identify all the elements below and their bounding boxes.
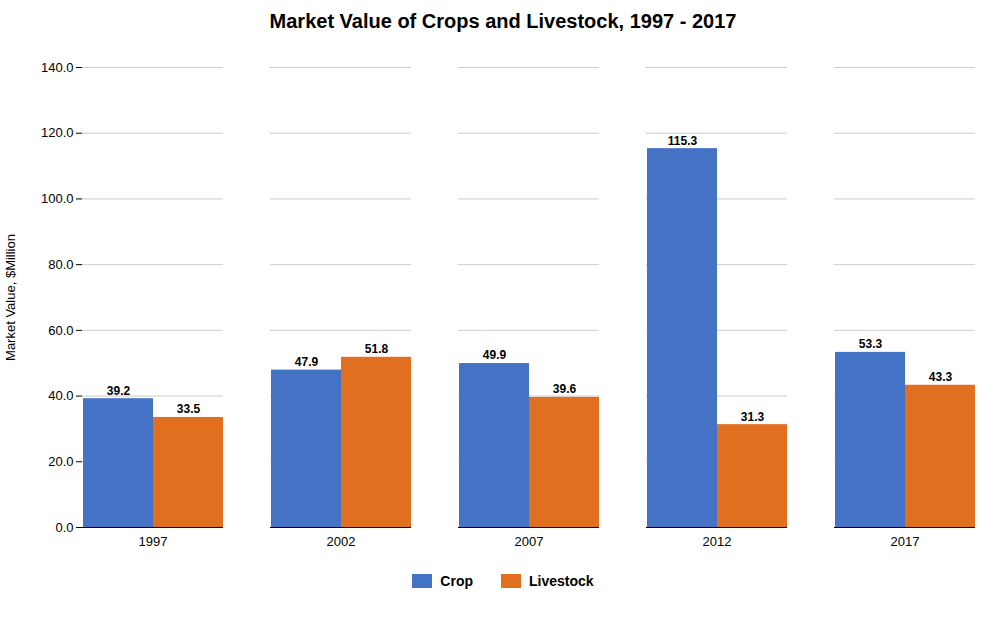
svg-text:49.9: 49.9 xyxy=(483,348,507,362)
svg-text:2012: 2012 xyxy=(703,534,732,549)
svg-text:100.0: 100.0 xyxy=(41,191,74,206)
svg-text:33.5: 33.5 xyxy=(177,402,201,416)
svg-text:51.8: 51.8 xyxy=(365,342,389,356)
svg-text:60.0: 60.0 xyxy=(48,323,73,338)
html-text:Market Value of Crops and Live: Market Value of Crops and Livestock, 199… xyxy=(269,10,737,32)
svg-text:1997: 1997 xyxy=(139,534,168,549)
svg-text:80.0: 80.0 xyxy=(48,257,73,272)
svg-text:Market Value, $Million: Market Value, $Million xyxy=(3,234,18,361)
svg-text:40.0: 40.0 xyxy=(48,388,73,403)
svg-text:2017: 2017 xyxy=(891,534,920,549)
svg-text:20.0: 20.0 xyxy=(48,454,73,469)
svg-text:2007: 2007 xyxy=(515,534,544,549)
svg-text:47.9: 47.9 xyxy=(295,355,319,369)
svg-text:31.3: 31.3 xyxy=(741,409,765,423)
svg-text:53.3: 53.3 xyxy=(859,337,883,351)
svg-text:115.3: 115.3 xyxy=(668,133,698,147)
svg-text:39.6: 39.6 xyxy=(553,382,577,396)
svg-text:43.3: 43.3 xyxy=(929,370,953,384)
svg-text:2002: 2002 xyxy=(327,534,356,549)
html-text:Livestock: Livestock xyxy=(529,573,594,589)
svg-text:120.0: 120.0 xyxy=(41,125,74,140)
svg-text:0.0: 0.0 xyxy=(55,520,73,535)
svg-text:39.2: 39.2 xyxy=(107,384,131,398)
html-text:Crop: Crop xyxy=(440,573,473,589)
svg-text:140.0: 140.0 xyxy=(41,60,74,75)
